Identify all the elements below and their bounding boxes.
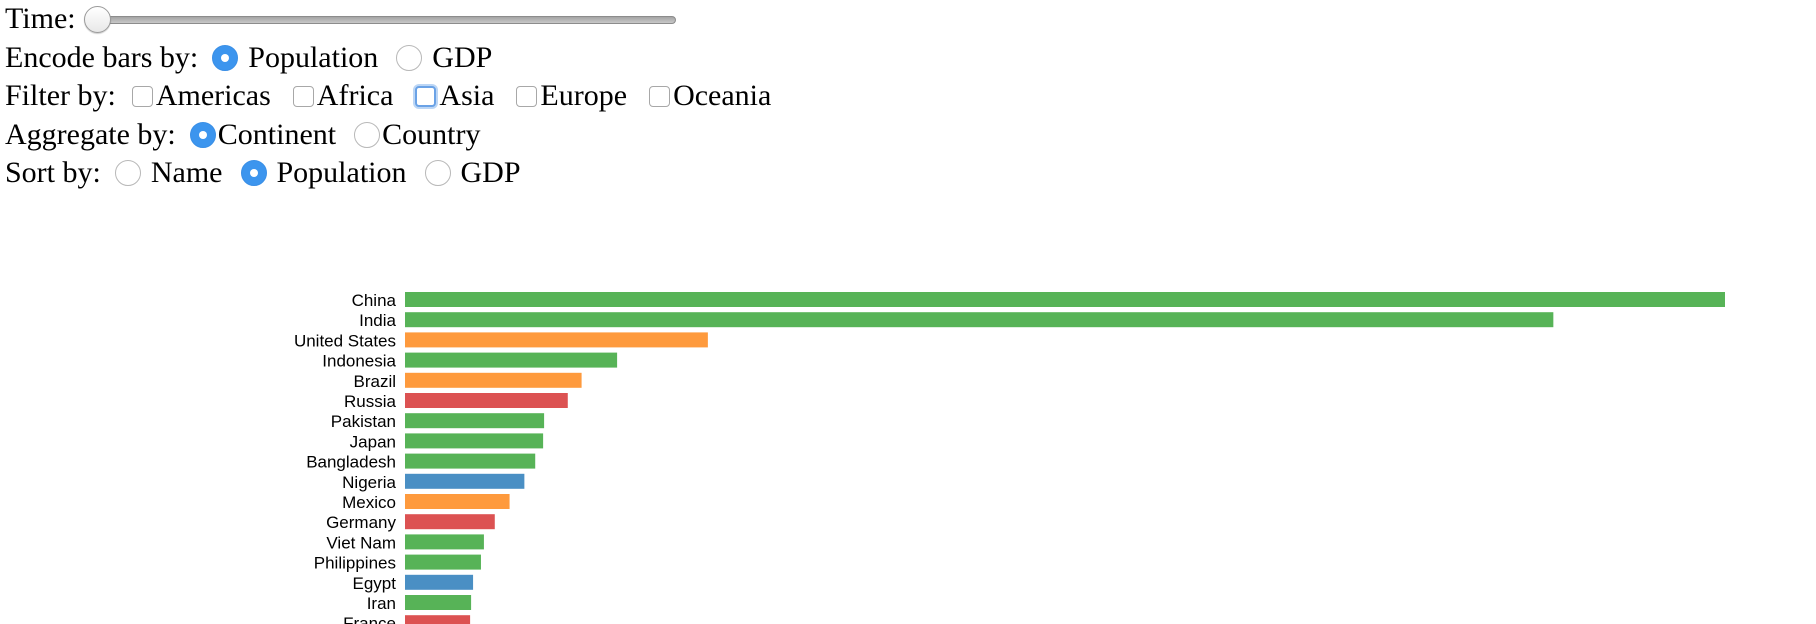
bar-label: United States bbox=[294, 331, 396, 350]
aggregate-continent-label: Continent bbox=[217, 117, 337, 151]
filter-americas-checkbox[interactable] bbox=[131, 85, 153, 107]
bar-egypt bbox=[405, 574, 474, 590]
sort-gdp-label: GDP bbox=[460, 156, 521, 189]
bar-india bbox=[405, 312, 1554, 328]
bar-brazil bbox=[405, 372, 582, 388]
bar-label: Viet Nam bbox=[326, 533, 396, 552]
bar-label: Bangladesh bbox=[306, 453, 396, 472]
bar-viet-nam bbox=[405, 534, 484, 550]
aggregate-row: Aggregate by: Continent Country bbox=[5, 116, 783, 155]
bar-label: Indonesia bbox=[322, 352, 396, 371]
controls-panel: Time: Encode bars by: Population GDP Fil… bbox=[5, 0, 783, 193]
bar-pakistan bbox=[405, 413, 545, 429]
filter-label: Filter by: bbox=[5, 79, 116, 112]
time-label: Time: bbox=[5, 2, 76, 35]
filter-africa-checkbox[interactable] bbox=[292, 85, 314, 107]
bar-nigeria bbox=[405, 473, 525, 489]
encode-gdp-label: GDP bbox=[432, 40, 493, 74]
bar-label: Mexico bbox=[342, 493, 396, 512]
encode-population-label: Population bbox=[248, 40, 379, 74]
filter-row: Filter by: Americas Africa Asia Europe O… bbox=[5, 77, 783, 116]
sort-label: Sort by: bbox=[5, 156, 101, 189]
bar-philippines bbox=[405, 554, 481, 570]
bar-label: Russia bbox=[344, 392, 397, 411]
encode-label: Encode bars by: bbox=[5, 40, 199, 74]
filter-americas-label: Americas bbox=[155, 79, 271, 112]
aggregate-country-radio[interactable] bbox=[354, 121, 381, 148]
bar-japan bbox=[405, 433, 544, 449]
sort-gdp-radio[interactable] bbox=[424, 160, 451, 187]
filter-europe-label: Europe bbox=[540, 79, 628, 112]
bar-france bbox=[405, 615, 471, 624]
aggregate-country-label: Country bbox=[382, 117, 481, 151]
bar-germany bbox=[405, 514, 495, 530]
aggregate-continent-radio[interactable] bbox=[189, 121, 216, 148]
sort-population-radio[interactable] bbox=[240, 160, 267, 187]
filter-oceania-label: Oceania bbox=[673, 79, 772, 112]
sort-row: Sort by: Name Population GDP bbox=[5, 154, 783, 193]
bar-indonesia bbox=[405, 352, 618, 368]
bar-label: Germany bbox=[326, 513, 396, 532]
sort-name-label: Name bbox=[150, 156, 223, 189]
encode-gdp-radio[interactable] bbox=[396, 44, 423, 71]
bar-united-states bbox=[405, 332, 708, 348]
bar-label: Japan bbox=[350, 432, 396, 451]
bar-label: Philippines bbox=[314, 554, 396, 573]
sort-name-radio[interactable] bbox=[114, 160, 141, 187]
bar-label: France bbox=[343, 614, 396, 624]
bar-china bbox=[405, 292, 1725, 307]
bar-label: Brazil bbox=[353, 372, 396, 391]
bar-label: Nigeria bbox=[342, 473, 396, 492]
bar-russia bbox=[405, 393, 568, 408]
time-slider[interactable] bbox=[83, 4, 676, 34]
encode-row: Encode bars by: Population GDP bbox=[5, 39, 783, 78]
filter-oceania-checkbox[interactable] bbox=[649, 85, 671, 107]
bar-label: Iran bbox=[367, 594, 396, 613]
aggregate-label: Aggregate by: bbox=[5, 117, 176, 151]
bar-label: India bbox=[359, 311, 396, 330]
filter-africa-label: Africa bbox=[316, 79, 394, 112]
bar-label: China bbox=[352, 291, 397, 310]
sort-population-label: Population bbox=[276, 156, 407, 189]
time-slider-thumb[interactable] bbox=[83, 6, 111, 34]
filter-asia-checkbox[interactable] bbox=[415, 85, 437, 107]
bar-iran bbox=[405, 595, 472, 610]
bar-mexico bbox=[405, 494, 510, 509]
filter-europe-checkbox[interactable] bbox=[516, 85, 538, 107]
bar-bangladesh bbox=[405, 453, 536, 469]
encode-population-radio[interactable] bbox=[212, 44, 239, 71]
filter-asia-label: Asia bbox=[439, 79, 495, 112]
bar-label: Egypt bbox=[353, 574, 397, 593]
time-row: Time: bbox=[5, 0, 783, 39]
bar-label: Pakistan bbox=[331, 412, 396, 431]
